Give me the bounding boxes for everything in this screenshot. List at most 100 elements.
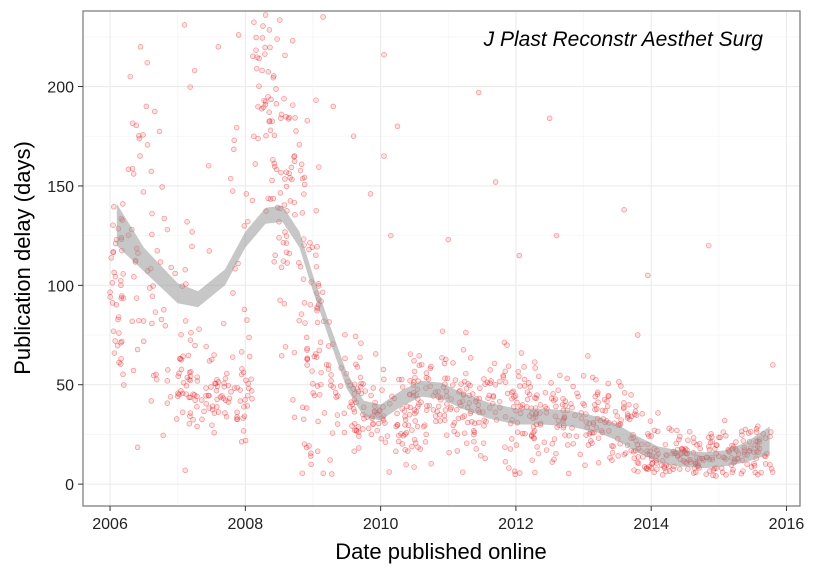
- data-point: [605, 380, 611, 387]
- data-point: [409, 427, 415, 433]
- data-point: [176, 370, 182, 377]
- data-point: [738, 470, 745, 477]
- data-point: [393, 448, 399, 455]
- data-point: [399, 405, 405, 412]
- data-point: [277, 17, 283, 23]
- data-point: [313, 207, 319, 214]
- data-point: [177, 355, 183, 362]
- data-point: [120, 201, 126, 207]
- data-point: [487, 380, 493, 387]
- data-point: [394, 123, 401, 130]
- data-point: [621, 390, 628, 396]
- data-point: [631, 411, 638, 417]
- data-point: [676, 436, 682, 443]
- data-point: [174, 393, 181, 399]
- data-point: [347, 404, 353, 410]
- data-point: [483, 418, 489, 425]
- data-point: [283, 183, 290, 190]
- data-point: [299, 404, 306, 411]
- data-point: [407, 404, 414, 411]
- data-point: [313, 263, 320, 270]
- data-point: [151, 372, 157, 379]
- data-point: [328, 382, 334, 389]
- data-point: [206, 392, 212, 399]
- data-point: [535, 450, 542, 457]
- data-point: [136, 317, 142, 324]
- data-point: [140, 318, 147, 324]
- x-tick-label: 2008: [228, 516, 264, 533]
- data-point: [643, 466, 650, 472]
- x-tick-label: 2016: [769, 516, 805, 533]
- data-point: [441, 412, 448, 419]
- data-point: [622, 450, 629, 456]
- data-point: [242, 397, 248, 403]
- data-point: [136, 135, 143, 142]
- data-point: [330, 384, 337, 390]
- data-point: [319, 289, 326, 296]
- data-point: [181, 22, 188, 28]
- data-point: [534, 392, 540, 398]
- data-point: [497, 378, 503, 385]
- data-point: [412, 440, 419, 446]
- data-point: [266, 118, 273, 124]
- data-point: [710, 467, 717, 473]
- data-point: [421, 423, 427, 430]
- data-point: [574, 390, 580, 397]
- data-point: [241, 223, 248, 229]
- data-point: [153, 371, 159, 378]
- data-point: [395, 438, 402, 445]
- data-point: [241, 413, 248, 419]
- data-point: [272, 252, 278, 259]
- data-point: [562, 432, 568, 438]
- data-point: [405, 448, 411, 454]
- data-point: [149, 320, 155, 327]
- data-point: [299, 470, 306, 476]
- data-point: [430, 407, 437, 413]
- data-point: [183, 391, 189, 397]
- data-point: [482, 455, 488, 462]
- data-point: [450, 422, 456, 429]
- data-point: [313, 252, 319, 258]
- data-point: [733, 439, 739, 445]
- data-point: [129, 318, 135, 325]
- data-point: [252, 161, 259, 167]
- data-point: [378, 435, 385, 442]
- data-point: [586, 431, 593, 437]
- data-point: [278, 264, 285, 271]
- data-point: [729, 469, 736, 476]
- data-point: [374, 427, 380, 434]
- data-point: [686, 428, 693, 435]
- data-point: [512, 393, 519, 399]
- data-point: [673, 440, 680, 447]
- data-point: [160, 432, 166, 439]
- data-point: [546, 115, 553, 122]
- data-point: [278, 115, 284, 121]
- data-point: [191, 392, 198, 398]
- data-point: [299, 210, 306, 216]
- x-tick-label: 2006: [92, 516, 128, 533]
- data-point: [609, 443, 615, 449]
- data-point: [509, 389, 515, 396]
- data-point: [386, 469, 392, 475]
- data-point: [116, 359, 122, 366]
- data-point: [313, 97, 319, 103]
- data-point: [225, 399, 232, 405]
- data-point: [460, 347, 467, 353]
- data-point: [334, 421, 341, 427]
- y-tick-label: 150: [47, 179, 74, 196]
- data-point: [461, 413, 468, 419]
- data-point: [203, 385, 209, 391]
- data-point: [203, 393, 209, 399]
- data-point: [381, 51, 387, 58]
- data-point: [690, 470, 697, 476]
- data-point: [333, 394, 339, 400]
- data-point: [423, 370, 430, 376]
- data-point: [120, 295, 127, 301]
- data-point: [412, 410, 418, 417]
- data-point: [542, 404, 548, 410]
- data-point: [606, 393, 612, 399]
- data-point: [593, 376, 599, 383]
- data-point: [399, 376, 405, 383]
- data-point: [396, 432, 402, 439]
- data-point: [491, 360, 498, 367]
